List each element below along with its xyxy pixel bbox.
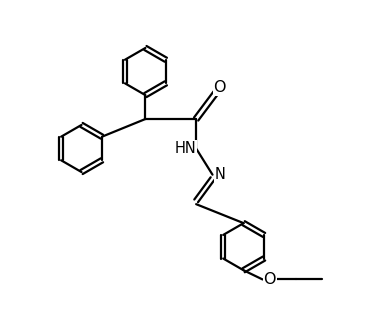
Text: O: O [214, 80, 226, 96]
Text: N: N [214, 167, 225, 182]
Text: O: O [264, 272, 276, 287]
Text: HN: HN [175, 141, 196, 156]
